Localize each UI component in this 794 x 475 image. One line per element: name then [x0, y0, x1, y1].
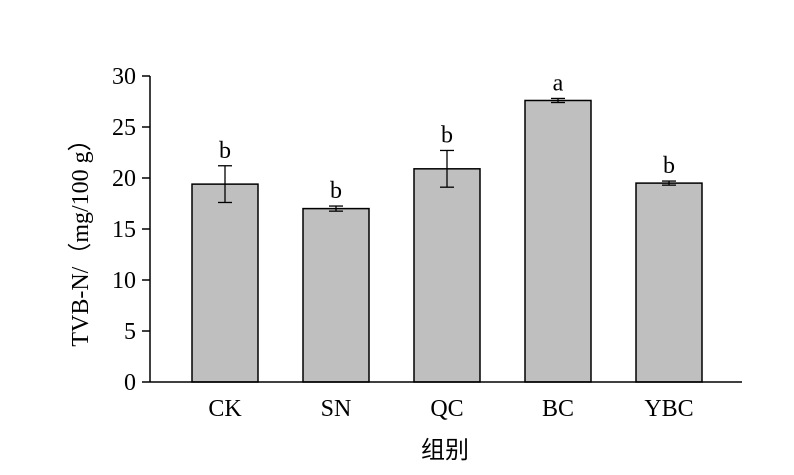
significance-label-qc: b [441, 122, 453, 148]
y-tick-label: 30 [112, 64, 136, 90]
x-ticks-layer: CK SN QC BC YBC [208, 396, 693, 422]
y-tick-label: 5 [124, 319, 136, 345]
error-bar-ck [218, 165, 232, 204]
error-bar-sn [329, 205, 343, 212]
significance-label-ybc: b [663, 153, 675, 179]
significance-labels-layer: b b b a b [219, 70, 675, 204]
x-tick-label-bc: BC [542, 396, 574, 422]
y-tick-label: 15 [112, 217, 136, 243]
y-tick-label: 20 [112, 166, 136, 192]
x-axis-title: 组别 [421, 437, 469, 464]
bar-sn [302, 207, 370, 383]
error-bars-layer [218, 97, 676, 212]
bar-bc [524, 99, 592, 383]
significance-label-sn: b [330, 178, 342, 204]
y-tick-label: 25 [112, 115, 136, 141]
significance-label-bc: a [553, 70, 564, 96]
x-tick-label-ybc: YBC [644, 396, 693, 422]
error-bar-bc [551, 97, 565, 104]
x-tick-label-qc: QC [430, 396, 463, 422]
error-bar-qc [440, 149, 454, 188]
y-tick-label: 10 [112, 268, 136, 294]
y-ticks-layer: 0 5 10 15 20 25 30 [112, 64, 150, 396]
bar-ck [191, 183, 259, 383]
error-bar-ybc [662, 180, 676, 186]
x-tick-label-ck: CK [208, 396, 242, 422]
bar-qc [413, 168, 481, 383]
y-axis-title: TVB-N/（mg/100 g） [68, 127, 94, 346]
x-tick-label-sn: SN [321, 396, 352, 422]
y-tick-label: 0 [124, 370, 136, 396]
bar-ybc [635, 182, 703, 383]
significance-label-ck: b [219, 138, 231, 164]
